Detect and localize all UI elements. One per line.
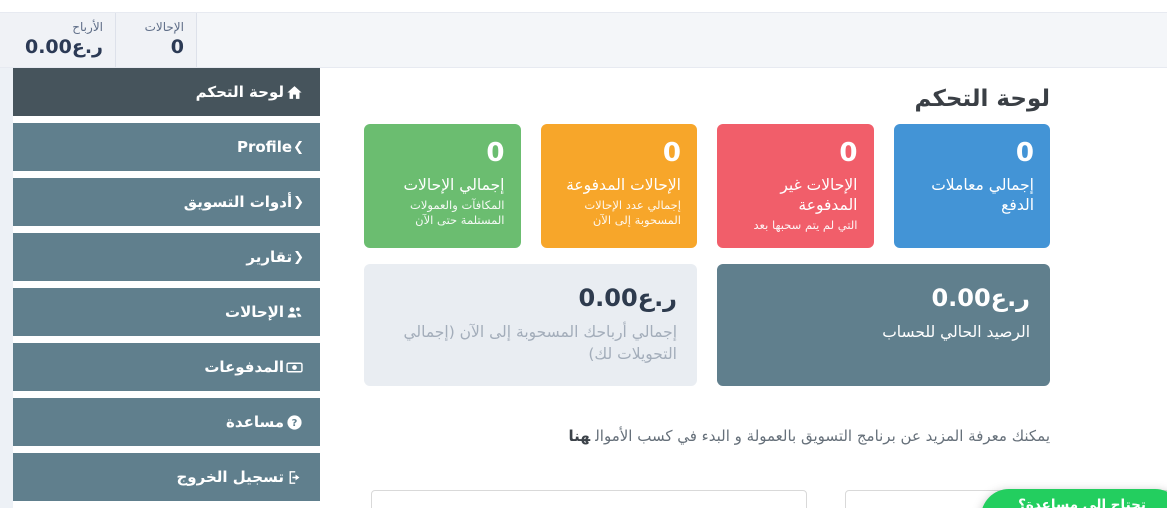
balance-value: ر.ع0.00 xyxy=(931,284,1030,312)
money-icon xyxy=(285,358,304,377)
stat-card-total-referrals: 0 إجمالي الإحالات المكافآت والعمولات الم… xyxy=(364,124,521,248)
sidebar-item-logout[interactable]: تسجيل الخروج xyxy=(13,453,320,501)
stat-value: 0 xyxy=(1015,138,1034,168)
chevron-right-icon: ❯ xyxy=(293,139,304,155)
topbar-referrals-cell: الإحالات 0 xyxy=(116,13,197,67)
stat-note: المكافآت والعمولات المستلمة حتى الآن xyxy=(410,197,505,228)
stat-card-payment-transactions: 0 إجمالي معاملات الدفع xyxy=(893,124,1050,248)
topbar-profits-label: الأرباح xyxy=(72,20,103,34)
page-title: لوحة التحكم xyxy=(914,86,1050,112)
sidebar-item-label: لوحة التحكم xyxy=(195,83,284,101)
sidebar-item-referrals[interactable]: الإحالات xyxy=(13,288,320,336)
stat-note: التي لم يتم سحبها بعد xyxy=(753,217,858,232)
withdrawn-label: إجمالي أرباحك المسحوبة إلى الآن (إجمالي … xyxy=(403,322,677,364)
stat-label: إجمالي الإحالات xyxy=(403,175,505,194)
sidebar-item-marketing-tools[interactable]: ❮ أدوات التسويق xyxy=(13,178,320,226)
top-stat-cells: الأرباح ر.ع0.00 الإحالات 0 xyxy=(0,13,197,67)
affiliate-info-text: يمكنك معرفة المزيد عن برنامج التسويق بال… xyxy=(595,427,1050,445)
sidebar-item-profile[interactable]: ❯ Profile xyxy=(13,123,320,171)
stat-card-unpaid-referrals: 0 الإحالات غير المدفوعة التي لم يتم سحبه… xyxy=(717,124,874,248)
sidebar-nav: لوحة التحكم ❯ Profile ❮ أدوات التسويق ❮ … xyxy=(13,68,320,508)
stat-value: 0 xyxy=(486,138,505,168)
users-icon xyxy=(285,303,304,322)
topbar-profits-value: ر.ع0.00 xyxy=(24,35,103,58)
stat-label: الإحالات المدفوعة xyxy=(566,175,681,194)
sidebar-item-label: الإحالات xyxy=(225,303,284,321)
bottom-panel-left xyxy=(371,490,807,508)
topbar-referrals-value: 0 xyxy=(170,35,184,58)
withdrawn-earnings-card: ر.ع0.00 إجمالي أرباحك المسحوبة إلى الآن … xyxy=(364,264,697,386)
topbar-profits-cell: الأرباح ر.ع0.00 xyxy=(0,13,116,67)
withdrawn-value: ر.ع0.00 xyxy=(578,284,677,312)
sidebar-item-help[interactable]: ? مساعدة xyxy=(13,398,320,446)
svg-text:?: ? xyxy=(292,418,298,429)
home-icon xyxy=(285,83,304,102)
main-content: لوحة التحكم 0 إجمالي معاملات الدفع 0 الإ… xyxy=(364,86,1050,445)
sidebar-item-label: المدفوعات xyxy=(204,358,284,376)
chevron-left-icon: ❮ xyxy=(293,194,304,210)
topbar-referrals-label: الإحالات xyxy=(144,20,184,34)
affiliate-info-line: يمكنك معرفة المزيد عن برنامج التسويق بال… xyxy=(364,427,1050,445)
chat-button-label: تحتاج إلى مساعدة؟ xyxy=(1018,497,1146,508)
sign-out-icon xyxy=(285,468,304,487)
sidebar-item-label: Profile xyxy=(236,138,293,156)
sidebar-item-label: أدوات التسويق xyxy=(183,193,293,211)
top-stats-bar: الأرباح ر.ع0.00 الإحالات 0 xyxy=(0,12,1167,68)
sidebar-item-label: تقارير xyxy=(246,248,293,266)
stat-label: إجمالي معاملات الدفع xyxy=(931,175,1034,214)
left-rail xyxy=(0,68,13,508)
sidebar-item-dashboard[interactable]: لوحة التحكم xyxy=(13,68,320,116)
chat-widget-button[interactable]: تحتاج إلى مساعدة؟ xyxy=(981,489,1167,508)
stat-value: 0 xyxy=(662,138,681,168)
stat-value: 0 xyxy=(839,138,858,168)
stat-cards-row: 0 إجمالي معاملات الدفع 0 الإحالات غير ال… xyxy=(364,124,1050,248)
sidebar-item-payments[interactable]: المدفوعات xyxy=(13,343,320,391)
stat-label: الإحالات غير المدفوعة xyxy=(780,175,858,214)
sidebar-item-label: تسجيل الخروج xyxy=(176,468,285,486)
balance-cards-row: ر.ع0.00 الرصيد الحالي للحساب ر.ع0.00 إجم… xyxy=(364,264,1050,386)
question-circle-icon: ? xyxy=(285,413,304,432)
stat-card-paid-referrals: 0 الإحالات المدفوعة إجمالي عدد الإحالات … xyxy=(540,124,697,248)
sidebar-item-label: مساعدة xyxy=(226,413,284,431)
chevron-left-icon: ❮ xyxy=(293,249,304,265)
current-balance-card: ر.ع0.00 الرصيد الحالي للحساب xyxy=(717,264,1050,386)
balance-label: الرصيد الحالي للحساب xyxy=(882,322,1030,341)
stat-note: إجمالي عدد الإحالات المسحوبة إلى الآن xyxy=(584,197,681,228)
affiliate-info-link[interactable]: هنا xyxy=(568,427,591,445)
sidebar-item-reports[interactable]: ❮ تقارير xyxy=(13,233,320,281)
